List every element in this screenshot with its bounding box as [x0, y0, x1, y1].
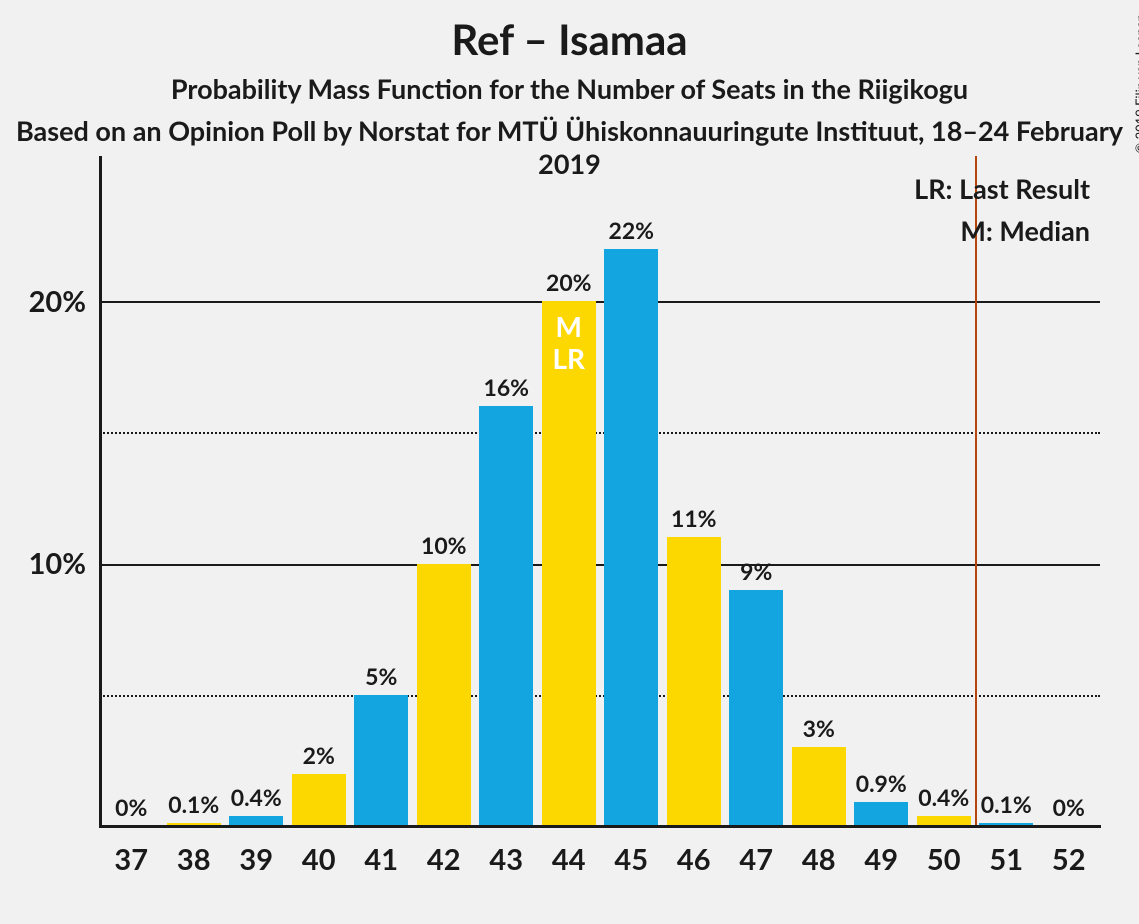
x-tick-label: 41 — [350, 842, 413, 877]
bar — [354, 695, 408, 826]
y-tick-label: 10% — [0, 546, 86, 581]
legend-lr: LR: Last Result — [914, 172, 1090, 205]
bar — [417, 564, 471, 827]
x-tick-label: 43 — [475, 842, 538, 877]
legend-m: M: Median — [960, 214, 1090, 247]
x-tick-label: 50 — [913, 842, 976, 877]
bar — [667, 537, 721, 826]
x-tick-label: 52 — [1038, 842, 1101, 877]
gridline-major — [100, 301, 1100, 303]
x-tick-label: 44 — [538, 842, 601, 877]
x-tick-label: 47 — [725, 842, 788, 877]
x-tick-label: 37 — [100, 842, 163, 877]
bar-value-label: 0.1% — [163, 790, 226, 818]
chart-title: Ref – Isamaa — [0, 14, 1139, 64]
x-tick-label: 39 — [225, 842, 288, 877]
bar-value-label: 10% — [413, 531, 476, 559]
bar — [292, 774, 346, 827]
x-tick-label: 48 — [788, 842, 851, 877]
bar-value-label: 11% — [663, 504, 726, 532]
bar-value-label: 0.9% — [850, 769, 913, 797]
bar — [729, 590, 783, 826]
x-axis-line — [99, 825, 1101, 828]
x-tick-label: 49 — [850, 842, 913, 877]
bar: MLR — [542, 301, 596, 826]
x-tick-label: 38 — [163, 842, 226, 877]
bar-value-label: 0.4% — [225, 783, 288, 811]
bar-value-label: 16% — [475, 373, 538, 401]
y-tick-label: 20% — [0, 284, 86, 319]
chart-subtitle-1: Probability Mass Function for the Number… — [0, 72, 1139, 105]
gridline-minor — [100, 695, 1100, 697]
y-axis-line — [99, 156, 102, 826]
bar-value-label: 0% — [100, 793, 163, 821]
last-result-marker: LR — [542, 341, 596, 375]
bar — [792, 747, 846, 826]
bar-value-label: 0.1% — [975, 790, 1038, 818]
x-tick-label: 42 — [413, 842, 476, 877]
x-tick-label: 45 — [600, 842, 663, 877]
bar — [854, 802, 908, 826]
majority-line — [975, 156, 977, 826]
gridline-minor — [100, 432, 1100, 434]
x-tick-label: 40 — [288, 842, 351, 877]
median-marker: M — [542, 309, 596, 343]
bar-value-label: 20% — [538, 268, 601, 296]
gridline-major — [100, 564, 1100, 566]
plot-area: 0%0.1%0.4%2%5%10%16%MLR20%22%11%9%3%0.9%… — [100, 196, 1100, 826]
x-tick-label: 51 — [975, 842, 1038, 877]
x-tick-label: 46 — [663, 842, 726, 877]
bar-value-label: 22% — [600, 216, 663, 244]
chart-canvas: Ref – Isamaa Probability Mass Function fo… — [0, 0, 1139, 924]
copyright-text: © 2019 Filip van Laenen — [1133, 14, 1139, 154]
bar-value-label: 0.4% — [913, 783, 976, 811]
bar-value-label: 3% — [788, 714, 851, 742]
bar-value-label: 9% — [725, 557, 788, 585]
bar-value-label: 5% — [350, 662, 413, 690]
chart-subtitle-2: Based on an Opinion Poll by Norstat for … — [0, 114, 1139, 180]
bar — [479, 406, 533, 826]
bar-value-label: 2% — [288, 741, 351, 769]
bar-value-label: 0% — [1038, 793, 1101, 821]
bar — [604, 249, 658, 827]
